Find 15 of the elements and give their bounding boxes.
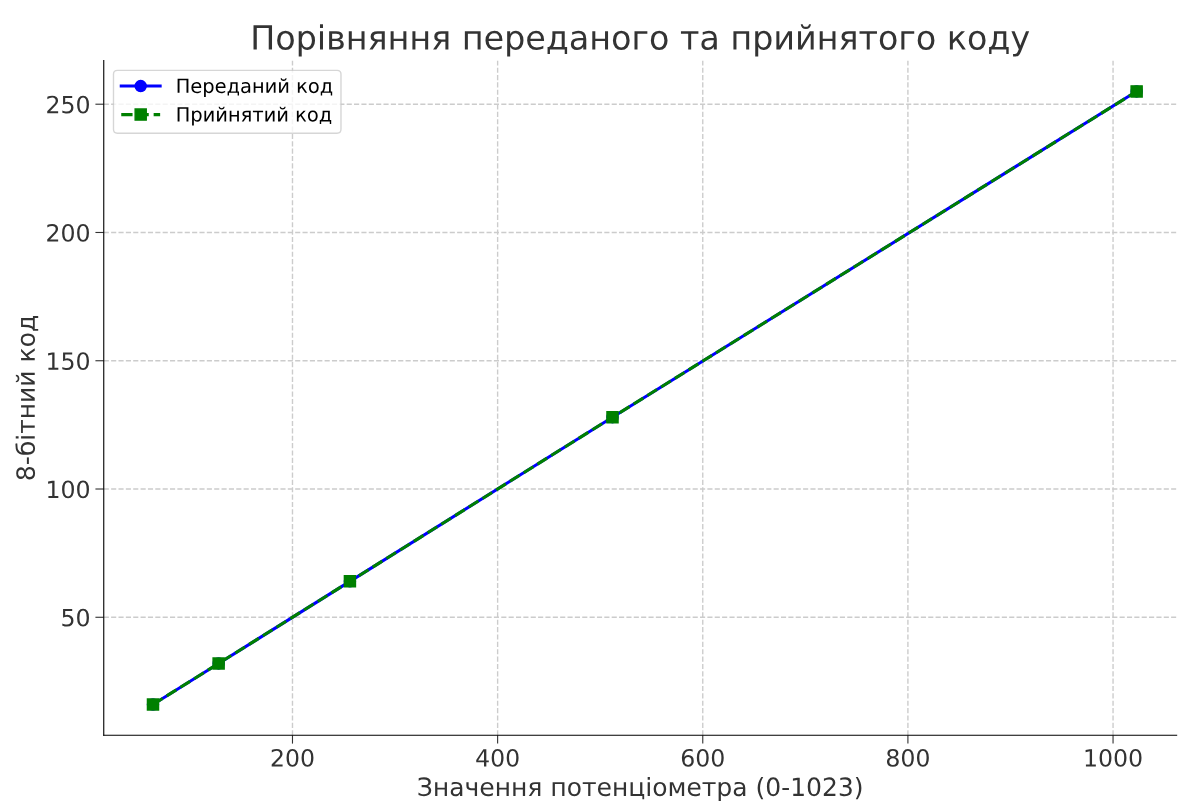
- y-tick-label: 50: [62, 608, 89, 627]
- y-tick-label: 100: [48, 480, 89, 499]
- y-tick-label: 250: [47, 95, 89, 114]
- x-tick-label: 600: [681, 748, 724, 767]
- y-tick-label: 150: [48, 352, 89, 371]
- x-tick-label: 800: [886, 748, 929, 767]
- x-tick-label: 1000: [1085, 748, 1142, 767]
- chart-title: Порівняння переданого та прийнятого коду: [253, 24, 1030, 57]
- legend-label: Прийнятий код: [177, 106, 332, 126]
- x-tick-label: 200: [271, 748, 314, 767]
- y-tick-label: 200: [47, 223, 89, 242]
- x-axis-title: Значення потенціометра (0-1023): [418, 776, 862, 802]
- y-axis-title: 8-бітний код: [15, 316, 39, 480]
- x-tick-label: 400: [476, 748, 519, 767]
- legend-label: Переданий код: [177, 78, 333, 97]
